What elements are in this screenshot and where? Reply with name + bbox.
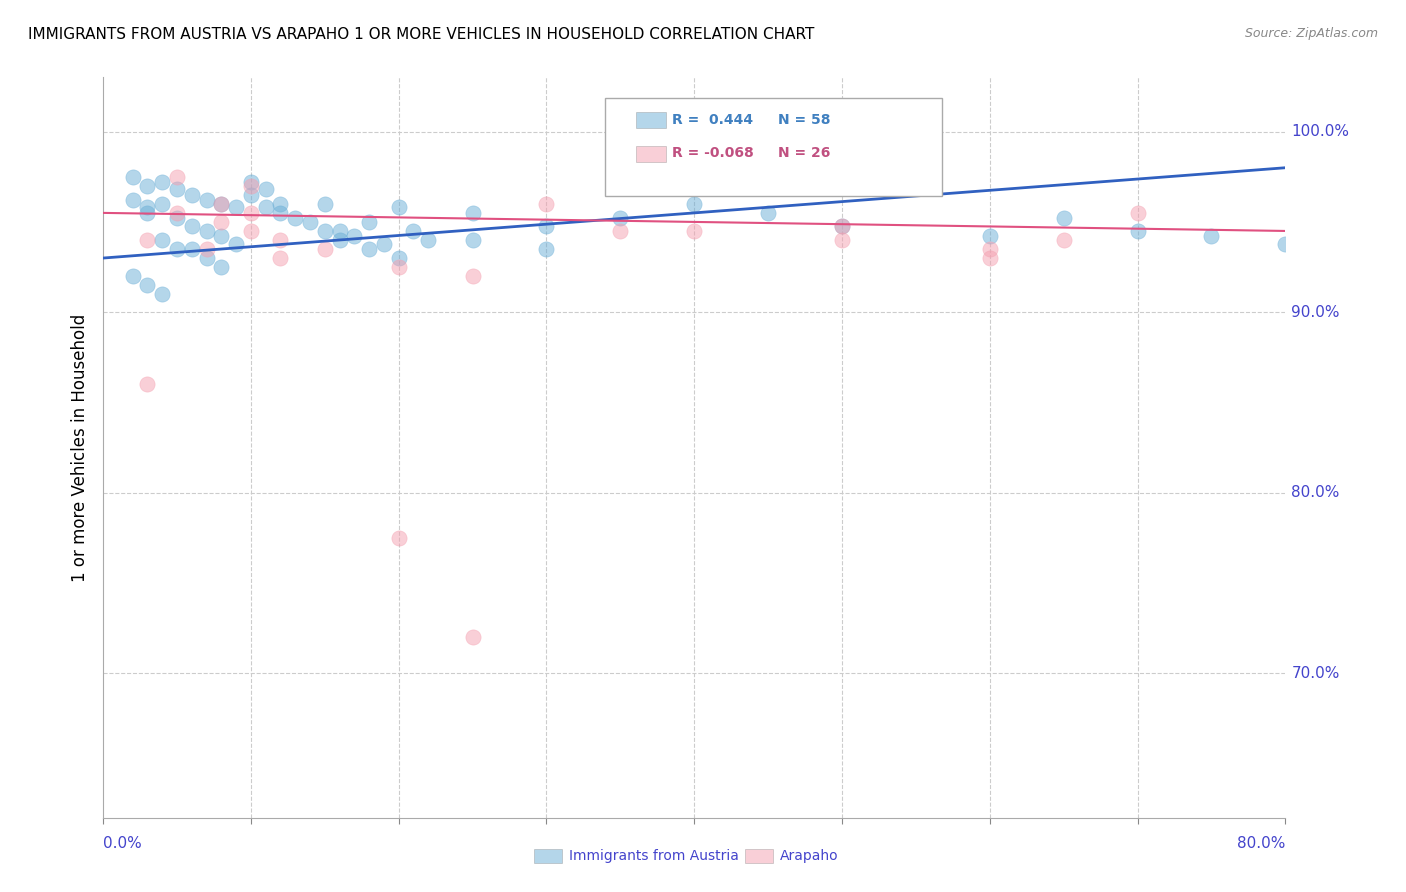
Text: Immigrants from Austria: Immigrants from Austria bbox=[569, 849, 740, 863]
Point bbox=[536, 219, 558, 233]
Point bbox=[239, 178, 262, 193]
Point bbox=[136, 178, 159, 193]
Point bbox=[388, 251, 411, 265]
Point bbox=[121, 169, 143, 184]
Point bbox=[683, 224, 706, 238]
Y-axis label: 1 or more Vehicles in Household: 1 or more Vehicles in Household bbox=[72, 314, 89, 582]
Point bbox=[136, 206, 159, 220]
Point bbox=[269, 206, 291, 220]
Point bbox=[121, 269, 143, 284]
Point bbox=[609, 224, 631, 238]
Point bbox=[831, 219, 853, 233]
Point bbox=[418, 233, 440, 247]
Point bbox=[239, 187, 262, 202]
Point bbox=[831, 219, 853, 233]
Point bbox=[166, 211, 188, 226]
Point bbox=[329, 224, 352, 238]
Text: R = -0.068: R = -0.068 bbox=[672, 146, 754, 161]
Point bbox=[329, 233, 352, 247]
Point bbox=[284, 211, 307, 226]
Point bbox=[239, 206, 262, 220]
Text: IMMIGRANTS FROM AUSTRIA VS ARAPAHO 1 OR MORE VEHICLES IN HOUSEHOLD CORRELATION C: IMMIGRANTS FROM AUSTRIA VS ARAPAHO 1 OR … bbox=[28, 27, 814, 42]
Point bbox=[979, 229, 1001, 244]
Point bbox=[150, 175, 173, 189]
Point bbox=[314, 197, 336, 211]
Point bbox=[239, 175, 262, 189]
Point bbox=[195, 251, 218, 265]
Text: N = 26: N = 26 bbox=[778, 146, 830, 161]
Point bbox=[166, 182, 188, 196]
Point bbox=[121, 193, 143, 207]
Point bbox=[209, 197, 232, 211]
Point bbox=[388, 201, 411, 215]
Point bbox=[136, 278, 159, 293]
Point bbox=[388, 531, 411, 545]
Point bbox=[136, 377, 159, 392]
Point bbox=[209, 197, 232, 211]
Point bbox=[269, 251, 291, 265]
Text: 90.0%: 90.0% bbox=[1291, 305, 1340, 319]
Point bbox=[150, 197, 173, 211]
Point bbox=[343, 229, 366, 244]
Point bbox=[461, 269, 484, 284]
Point bbox=[150, 233, 173, 247]
Point bbox=[166, 169, 188, 184]
Point bbox=[209, 260, 232, 274]
Point bbox=[166, 242, 188, 256]
Point bbox=[359, 242, 381, 256]
Text: 0.0%: 0.0% bbox=[103, 837, 142, 852]
Point bbox=[1126, 224, 1149, 238]
Point bbox=[314, 224, 336, 238]
Point bbox=[180, 242, 202, 256]
Point bbox=[314, 242, 336, 256]
Point bbox=[180, 219, 202, 233]
Point bbox=[209, 215, 232, 229]
Point bbox=[254, 201, 277, 215]
Point bbox=[1126, 206, 1149, 220]
Point bbox=[359, 215, 381, 229]
Point bbox=[269, 197, 291, 211]
Point bbox=[150, 287, 173, 301]
Text: 70.0%: 70.0% bbox=[1291, 666, 1340, 681]
Point bbox=[402, 224, 425, 238]
Point bbox=[254, 182, 277, 196]
Point bbox=[461, 206, 484, 220]
Point bbox=[225, 236, 247, 251]
Point bbox=[225, 201, 247, 215]
Point bbox=[979, 242, 1001, 256]
Text: R =  0.444: R = 0.444 bbox=[672, 112, 754, 127]
Point bbox=[1053, 233, 1076, 247]
Point bbox=[136, 201, 159, 215]
Text: 80.0%: 80.0% bbox=[1291, 485, 1340, 500]
Point bbox=[979, 251, 1001, 265]
Point bbox=[195, 242, 218, 256]
Point bbox=[536, 197, 558, 211]
Point bbox=[388, 260, 411, 274]
Point bbox=[373, 236, 395, 251]
Point bbox=[1201, 229, 1223, 244]
Point bbox=[536, 242, 558, 256]
Point bbox=[209, 229, 232, 244]
Point bbox=[461, 630, 484, 644]
Point bbox=[298, 215, 321, 229]
Point bbox=[239, 224, 262, 238]
Point bbox=[195, 193, 218, 207]
Point bbox=[461, 233, 484, 247]
Point bbox=[831, 233, 853, 247]
Point bbox=[1053, 211, 1076, 226]
Point bbox=[609, 211, 631, 226]
Text: Arapaho: Arapaho bbox=[780, 849, 839, 863]
Point bbox=[195, 224, 218, 238]
Text: 100.0%: 100.0% bbox=[1291, 124, 1350, 139]
Point bbox=[1274, 236, 1296, 251]
Point bbox=[166, 206, 188, 220]
Text: Source: ZipAtlas.com: Source: ZipAtlas.com bbox=[1244, 27, 1378, 40]
Text: 80.0%: 80.0% bbox=[1237, 837, 1285, 852]
Point bbox=[756, 206, 779, 220]
Point bbox=[136, 233, 159, 247]
Point bbox=[683, 197, 706, 211]
Text: N = 58: N = 58 bbox=[778, 112, 830, 127]
Point bbox=[180, 187, 202, 202]
Point bbox=[269, 233, 291, 247]
